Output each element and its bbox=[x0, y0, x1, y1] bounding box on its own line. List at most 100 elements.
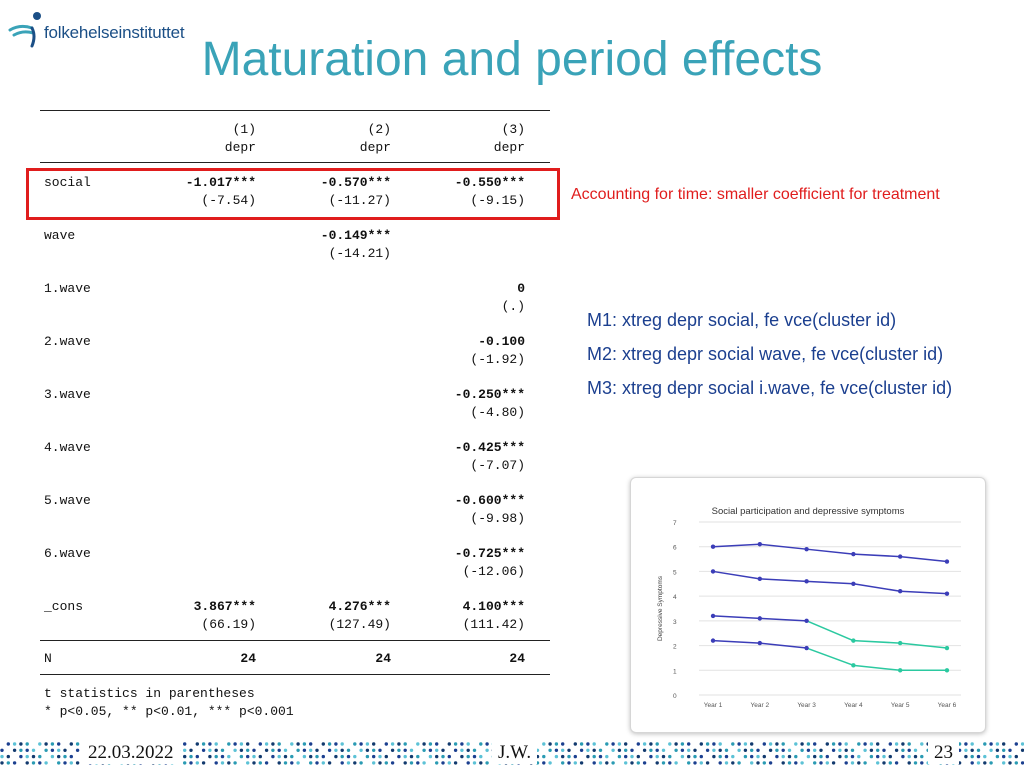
footer-dot bbox=[340, 742, 344, 746]
annotation-text: Accounting for time: smaller coefficient… bbox=[571, 186, 940, 203]
footer-dot bbox=[31, 754, 36, 759]
footer-dot bbox=[453, 742, 458, 746]
footer-dot bbox=[857, 742, 861, 746]
footer-dot bbox=[756, 754, 760, 759]
footer-dot bbox=[617, 742, 622, 746]
footer-dot bbox=[750, 761, 754, 765]
footer-dot bbox=[390, 742, 395, 746]
footer-dot bbox=[189, 748, 193, 752]
footer-dot bbox=[252, 748, 256, 752]
footer-dot bbox=[233, 742, 237, 746]
tstat-cell: (-7.07) bbox=[470, 458, 525, 473]
footer-dot bbox=[69, 761, 74, 765]
footer-dot bbox=[25, 761, 29, 765]
footer-dot bbox=[718, 761, 722, 765]
footer-dot bbox=[428, 748, 433, 752]
footer-dot bbox=[542, 754, 546, 759]
tstat-cell: (-14.21) bbox=[328, 246, 391, 261]
series-segment bbox=[853, 583, 901, 592]
footer-dot bbox=[220, 748, 225, 752]
footer-dot bbox=[50, 754, 55, 759]
footer-dot bbox=[472, 754, 477, 759]
footer-dot bbox=[724, 761, 729, 765]
coef-cell: 4.276*** bbox=[328, 599, 391, 614]
footer-dot bbox=[876, 748, 880, 752]
footer-dot bbox=[850, 748, 855, 752]
footer-dot bbox=[794, 761, 798, 765]
footer-dot bbox=[624, 748, 628, 752]
footer-dot bbox=[183, 748, 187, 752]
series-segment bbox=[806, 647, 854, 667]
footer-dot bbox=[579, 761, 584, 765]
footer-dot bbox=[775, 748, 779, 752]
footer-dot bbox=[705, 742, 710, 746]
footer-dot bbox=[327, 742, 332, 746]
footer-dot bbox=[340, 761, 344, 765]
footer-dot bbox=[63, 754, 67, 759]
data-point bbox=[710, 613, 716, 619]
footer-dot bbox=[813, 761, 817, 765]
footer-dot bbox=[264, 742, 269, 746]
footer-dot bbox=[976, 754, 981, 759]
footer-dot bbox=[630, 761, 634, 765]
footer-dot bbox=[258, 754, 262, 759]
footer-dot bbox=[699, 754, 703, 759]
row-label: 6.wave bbox=[44, 546, 91, 561]
coef-cell: -0.570*** bbox=[320, 175, 391, 190]
tstat-cell: (-12.06) bbox=[462, 564, 525, 579]
footer-dot bbox=[806, 748, 811, 752]
footer-dot bbox=[844, 748, 848, 752]
footer-dot bbox=[208, 742, 212, 746]
data-point bbox=[897, 640, 903, 646]
footer-dot bbox=[75, 748, 80, 752]
footer-dot bbox=[12, 761, 17, 765]
footer-dot bbox=[976, 761, 981, 765]
footer-dot bbox=[825, 754, 829, 759]
data-point bbox=[944, 668, 950, 673]
y-tick-label: 3 bbox=[673, 619, 677, 626]
footer-dot bbox=[189, 761, 193, 765]
footer-dot bbox=[38, 754, 42, 759]
footer-dot bbox=[630, 754, 634, 759]
footer-dot bbox=[334, 742, 338, 746]
y-axis-label: Depressive Symptoms bbox=[657, 575, 664, 641]
footer-dot bbox=[12, 742, 17, 746]
footer-dot bbox=[750, 748, 754, 752]
footer-dot bbox=[447, 754, 451, 759]
footer-dot bbox=[485, 748, 489, 752]
row-label: 4.wave bbox=[44, 440, 91, 455]
footer-dot bbox=[428, 742, 433, 746]
footer-dot bbox=[435, 761, 439, 765]
footer-dot bbox=[183, 742, 187, 746]
footer-dot bbox=[611, 742, 615, 746]
footer-dot bbox=[573, 754, 577, 759]
footer-dot bbox=[699, 742, 703, 746]
col-number-3: (3) bbox=[501, 122, 525, 137]
col-depvar-2: depr bbox=[359, 140, 391, 155]
slide-title: Maturation and period effects bbox=[201, 33, 823, 86]
footer-dot bbox=[227, 754, 231, 759]
footer-dot bbox=[403, 761, 407, 765]
footer-dot bbox=[44, 761, 48, 765]
footer-dot bbox=[554, 754, 559, 759]
footer-dot bbox=[453, 761, 458, 765]
n-value-2: 24 bbox=[375, 651, 391, 666]
footer-dot bbox=[0, 748, 4, 752]
footer-dot bbox=[378, 748, 382, 752]
data-point bbox=[851, 638, 856, 643]
footer-dot bbox=[346, 754, 351, 759]
footer-dot bbox=[1008, 761, 1012, 765]
data-point bbox=[804, 645, 809, 651]
footer-dot bbox=[674, 748, 678, 752]
footer-dot bbox=[894, 748, 899, 752]
footer-dot bbox=[277, 754, 281, 759]
footer-dot bbox=[605, 754, 609, 759]
footer-dot bbox=[1002, 748, 1006, 752]
fhi-logo: folkehelseinstituttet bbox=[6, 10, 206, 54]
series-segment bbox=[712, 615, 760, 620]
footer-dot bbox=[712, 742, 716, 746]
footer-dot bbox=[25, 742, 29, 746]
footer-dot bbox=[208, 748, 212, 752]
footer-dot bbox=[57, 761, 61, 765]
footer-dot bbox=[315, 754, 319, 759]
